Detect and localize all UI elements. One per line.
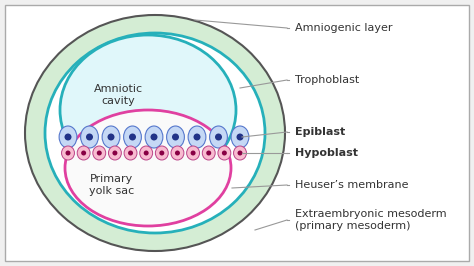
Text: Extraembryonic mesoderm
(primary mesoderm): Extraembryonic mesoderm (primary mesoder…	[295, 209, 447, 231]
Text: Hypoblast: Hypoblast	[295, 148, 358, 158]
Ellipse shape	[109, 146, 121, 160]
Circle shape	[129, 134, 136, 140]
Ellipse shape	[81, 126, 99, 148]
Text: Amniogenic layer: Amniogenic layer	[295, 23, 392, 33]
Ellipse shape	[206, 151, 211, 156]
Ellipse shape	[65, 151, 71, 156]
Ellipse shape	[60, 35, 236, 185]
Text: Epiblast: Epiblast	[295, 127, 345, 137]
Ellipse shape	[218, 146, 231, 160]
Ellipse shape	[25, 15, 285, 251]
Ellipse shape	[222, 151, 227, 156]
Ellipse shape	[159, 151, 164, 156]
Ellipse shape	[102, 126, 120, 148]
Circle shape	[108, 134, 115, 140]
Circle shape	[237, 134, 244, 140]
Ellipse shape	[237, 151, 243, 156]
Ellipse shape	[128, 151, 133, 156]
Ellipse shape	[175, 151, 180, 156]
Text: Trophoblast: Trophoblast	[295, 75, 359, 85]
Ellipse shape	[45, 33, 265, 233]
Ellipse shape	[81, 151, 86, 156]
Ellipse shape	[77, 146, 90, 160]
Ellipse shape	[188, 126, 206, 148]
Circle shape	[151, 134, 157, 140]
Ellipse shape	[171, 146, 184, 160]
Ellipse shape	[124, 126, 141, 148]
Ellipse shape	[144, 151, 149, 156]
Circle shape	[215, 134, 222, 140]
Text: Amniotic
cavity: Amniotic cavity	[93, 84, 143, 106]
Ellipse shape	[62, 146, 74, 160]
Ellipse shape	[140, 146, 153, 160]
Ellipse shape	[202, 146, 215, 160]
Ellipse shape	[145, 126, 163, 148]
Ellipse shape	[97, 151, 102, 156]
Ellipse shape	[124, 146, 137, 160]
Ellipse shape	[167, 126, 184, 148]
FancyBboxPatch shape	[5, 5, 469, 261]
Ellipse shape	[59, 126, 77, 148]
Ellipse shape	[93, 146, 106, 160]
Text: Primary
yolk sac: Primary yolk sac	[90, 174, 135, 196]
Circle shape	[172, 134, 179, 140]
Ellipse shape	[65, 110, 231, 226]
Circle shape	[193, 134, 201, 140]
Circle shape	[86, 134, 93, 140]
Ellipse shape	[187, 146, 200, 160]
Ellipse shape	[191, 151, 196, 156]
Ellipse shape	[231, 126, 249, 148]
Ellipse shape	[234, 146, 246, 160]
Ellipse shape	[112, 151, 118, 156]
Circle shape	[64, 134, 72, 140]
Text: Heuser’s membrane: Heuser’s membrane	[295, 180, 409, 190]
Ellipse shape	[155, 146, 168, 160]
Ellipse shape	[210, 126, 228, 148]
